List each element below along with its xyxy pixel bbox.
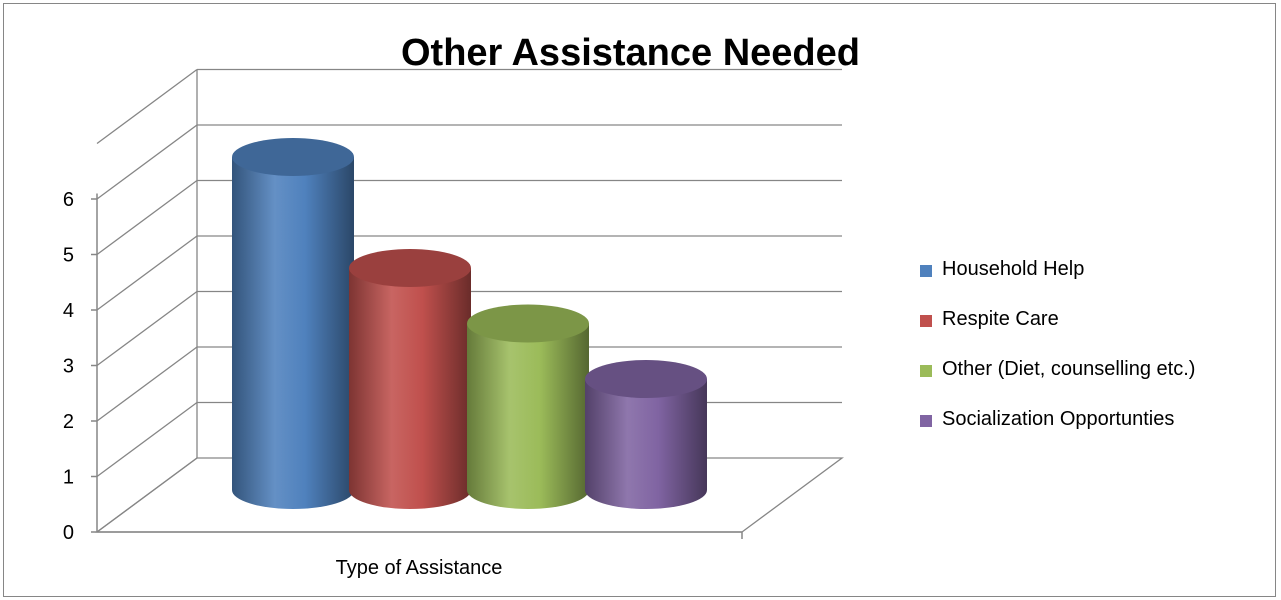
legend-label: Household Help bbox=[942, 258, 1085, 280]
side-wall-line bbox=[96, 346, 198, 422]
y-tick-label: 5 bbox=[63, 245, 74, 267]
bar-top bbox=[585, 360, 707, 398]
bar bbox=[467, 304, 589, 509]
y-tick-label: 0 bbox=[63, 522, 74, 544]
chart-title: Other Assistance Needed bbox=[401, 32, 860, 74]
legend-label: Respite Care bbox=[942, 308, 1059, 330]
legend-swatch bbox=[920, 365, 932, 377]
bar-body bbox=[585, 379, 707, 509]
bar bbox=[349, 249, 471, 509]
legend-swatch bbox=[920, 415, 932, 427]
y-tick-label: 1 bbox=[63, 467, 74, 489]
y-tick-label: 3 bbox=[63, 356, 74, 378]
bar-body bbox=[467, 323, 589, 509]
bar-top bbox=[232, 138, 354, 176]
bar-top bbox=[467, 304, 589, 343]
side-wall-line bbox=[96, 401, 198, 478]
legend-label: Socialization Opportunties bbox=[942, 408, 1175, 430]
legend-label: Other (Diet, counselling etc.) bbox=[942, 358, 1196, 380]
x-axis-label: Type of Assistance bbox=[336, 557, 503, 579]
bar-body bbox=[349, 268, 471, 509]
y-tick-label: 6 bbox=[63, 189, 74, 211]
y-tick-label: 2 bbox=[63, 411, 74, 433]
side-wall-line bbox=[96, 68, 198, 145]
side-wall-line bbox=[96, 124, 198, 200]
legend-swatch bbox=[920, 265, 932, 277]
legend-swatch bbox=[920, 315, 932, 327]
side-wall-line bbox=[96, 179, 198, 256]
bar-top bbox=[349, 249, 471, 287]
bar-body bbox=[232, 157, 354, 509]
side-wall-line bbox=[96, 235, 198, 311]
bar bbox=[585, 360, 707, 509]
bar bbox=[232, 138, 354, 509]
y-tick-label: 4 bbox=[63, 300, 74, 322]
side-wall-line bbox=[96, 290, 198, 367]
